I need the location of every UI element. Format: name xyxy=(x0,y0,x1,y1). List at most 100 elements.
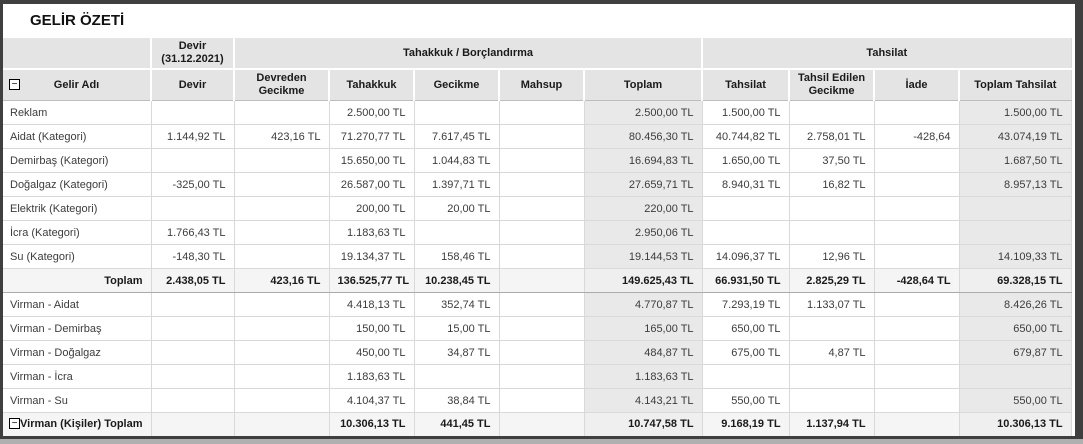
cell-tahsilat: 40.744,82 TL xyxy=(702,124,790,149)
cell-tahsilat xyxy=(702,364,790,389)
cell-gecikme: 7.617,45 TL xyxy=(414,124,500,149)
table-row: Su (Kategori) -148,30 TL 19.134,37 TL 158,4… xyxy=(3,244,1072,269)
table-row: Virman - Demirbaş 150,00 TL 15,00 TL 165,00… xyxy=(3,316,1072,341)
cell-tahsilat: 7.293,19 TL xyxy=(702,292,790,317)
cell-toplam-tahsilat xyxy=(959,364,1072,389)
cell-devreden-gecikme xyxy=(234,100,330,125)
collapse-icon[interactable]: − xyxy=(9,79,20,90)
cell-gelir-adi: Su (Kategori) xyxy=(3,244,152,269)
cell-iade xyxy=(874,364,960,389)
cell-tahakkuk: 19.134,37 TL xyxy=(329,244,415,269)
cell-devreden-gecikme xyxy=(234,292,330,317)
cell-gelir-adi: − Virman (Kişiler) Toplam xyxy=(3,412,152,436)
cell-devir: 1.144,92 TL xyxy=(151,124,235,149)
table-row: Virman - Aidat 4.418,13 TL 352,74 TL 4.770,… xyxy=(3,292,1072,317)
cell-toplam: 165,00 TL xyxy=(584,316,703,341)
cell-toplam-tahsilat: 8.426,26 TL xyxy=(959,292,1072,317)
cell-iade xyxy=(874,316,960,341)
row-label: Virman - Aidat xyxy=(10,298,79,311)
cell-mahsup xyxy=(499,292,585,317)
cell-iade xyxy=(874,388,960,413)
cell-mahsup xyxy=(499,316,585,341)
cell-toplam-tahsilat: 10.306,13 TL xyxy=(959,412,1072,436)
cell-devreden-gecikme xyxy=(234,196,330,221)
row-label: Demirbaş (Kategori) xyxy=(10,154,109,167)
cell-mahsup xyxy=(499,412,585,436)
cell-gelir-adi: Virman - Demirbaş xyxy=(3,316,152,341)
cell-tahsilat: 550,00 TL xyxy=(702,388,790,413)
cell-mahsup xyxy=(499,388,585,413)
cell-tahakkuk: 26.587,00 TL xyxy=(329,172,415,197)
column-header-gelir-adi: − Gelir Adı xyxy=(3,69,152,101)
cell-tahakkuk: 450,00 TL xyxy=(329,340,415,365)
cell-gelir-adi: Virman - İcra xyxy=(3,364,152,389)
cell-mahsup xyxy=(499,100,585,125)
cell-toplam-tahsilat: 550,00 TL xyxy=(959,388,1072,413)
cell-gelir-adi: Reklam xyxy=(3,100,152,125)
cell-gecikme: 20,00 TL xyxy=(414,196,500,221)
column-header-mahsup: Mahsup xyxy=(499,69,585,101)
row-label: Virman - İcra xyxy=(10,370,73,383)
cell-devreden-gecikme xyxy=(234,340,330,365)
cell-tahakkuk: 2.500,00 TL xyxy=(329,100,415,125)
cell-gelir-adi: Virman - Su xyxy=(3,388,152,413)
column-header-devreden-gecikme: Devreden Gecikme xyxy=(234,69,330,101)
cell-tahsil-edilen-gecikme xyxy=(789,220,875,245)
cell-gecikme: 158,46 TL xyxy=(414,244,500,269)
cell-tahsil-edilen-gecikme: 1.137,94 TL xyxy=(789,412,875,436)
cell-iade xyxy=(874,340,960,365)
cell-tahsil-edilen-gecikme: 37,50 TL xyxy=(789,148,875,173)
cell-tahsil-edilen-gecikme xyxy=(789,196,875,221)
cell-toplam-tahsilat: 14.109,33 TL xyxy=(959,244,1072,269)
cell-gelir-adi: Aidat (Kategori) xyxy=(3,124,152,149)
cell-gecikme: 15,00 TL xyxy=(414,316,500,341)
column-header-tahsilat: Tahsilat xyxy=(702,69,791,101)
cell-gecikme xyxy=(414,364,500,389)
cell-tahakkuk: 1.183,63 TL xyxy=(329,220,415,245)
cell-toplam-tahsilat xyxy=(959,196,1072,221)
cell-devreden-gecikme xyxy=(234,412,330,436)
table-row: Virman - Doğalgaz 450,00 TL 34,87 TL 484,87… xyxy=(3,340,1072,365)
cell-gecikme: 441,45 TL xyxy=(414,412,500,436)
cell-tahsil-edilen-gecikme: 12,96 TL xyxy=(789,244,875,269)
cell-devir xyxy=(151,100,235,125)
cell-toplam-tahsilat: 1.500,00 TL xyxy=(959,100,1072,125)
cell-toplam: 2.500,00 TL xyxy=(584,100,703,125)
cell-mahsup xyxy=(499,148,585,173)
cell-mahsup xyxy=(499,340,585,365)
group-header-devir: Devir (31.12.2021) xyxy=(151,38,235,70)
cell-toplam: 80.456,30 TL xyxy=(584,124,703,149)
table-row: Demirbaş (Kategori) 15.650,00 TL 1.044,83 … xyxy=(3,148,1072,173)
column-header-devir: Devir xyxy=(151,69,235,101)
cell-devreden-gecikme xyxy=(234,220,330,245)
cell-devir xyxy=(151,388,235,413)
cell-iade: -428,64 xyxy=(874,124,960,149)
row-label: Doğalgaz (Kategori) xyxy=(10,178,108,191)
collapse-icon[interactable]: − xyxy=(9,418,20,430)
cell-tahakkuk: 71.270,77 TL xyxy=(329,124,415,149)
column-header-tahsil-edilen-gecikme: Tahsil Edilen Gecikme xyxy=(789,69,876,101)
cell-devir: -325,00 TL xyxy=(151,172,235,197)
cell-tahakkuk: 1.183,63 TL xyxy=(329,364,415,389)
cell-toplam: 10.747,58 TL xyxy=(584,412,703,436)
cell-mahsup xyxy=(499,196,585,221)
cell-tahsilat: 14.096,37 TL xyxy=(702,244,790,269)
group-header-tahsilat: Tahsilat xyxy=(702,38,1072,70)
cell-toplam: 1.183,63 TL xyxy=(584,364,703,389)
cell-devir xyxy=(151,292,235,317)
cell-mahsup xyxy=(499,220,585,245)
cell-gelir-adi: Toplam xyxy=(3,268,152,293)
cell-toplam: 149.625,43 TL xyxy=(584,268,703,293)
cell-toplam-tahsilat: 43.074,19 TL xyxy=(959,124,1072,149)
cell-gelir-adi: Demirbaş (Kategori) xyxy=(3,148,152,173)
cell-iade xyxy=(874,244,960,269)
bottom-strip xyxy=(0,439,1083,444)
cell-iade xyxy=(874,196,960,221)
column-header-row: − Gelir Adı Devir Devreden Gecikme Tahak… xyxy=(3,69,1072,101)
cell-tahsil-edilen-gecikme xyxy=(789,316,875,341)
cell-tahakkuk: 4.418,13 TL xyxy=(329,292,415,317)
row-label: Virman - Su xyxy=(10,394,68,407)
cell-devreden-gecikme xyxy=(234,364,330,389)
cell-devir xyxy=(151,340,235,365)
cell-mahsup xyxy=(499,268,585,293)
